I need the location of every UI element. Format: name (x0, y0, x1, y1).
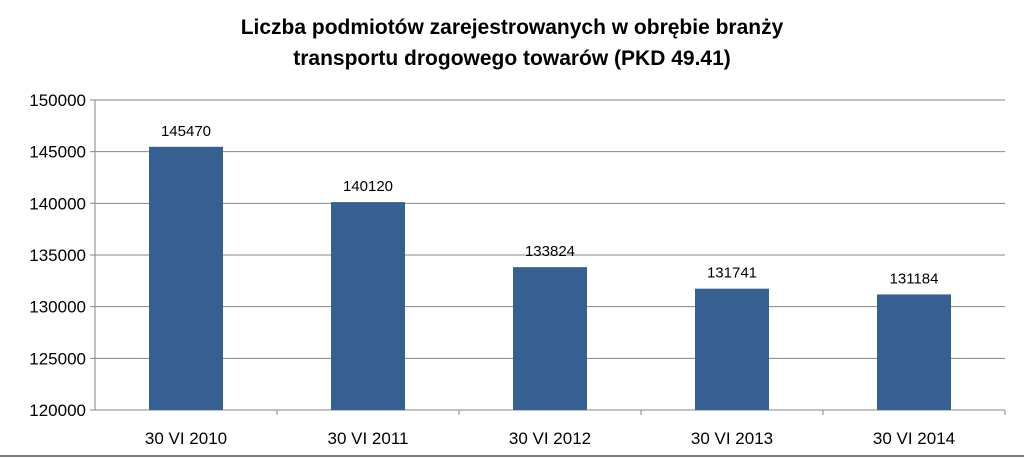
x-tick-label: 30 VI 2012 (509, 429, 591, 448)
chart-title: Liczba podmiotów zarejestrowanych w obrę… (0, 12, 1024, 74)
bar (149, 146, 223, 410)
data-label: 131741 (707, 265, 757, 282)
y-tick-label: 130000 (29, 298, 86, 317)
data-label: 133824 (525, 243, 575, 260)
data-label: 140120 (343, 178, 393, 195)
y-tick-label: 120000 (29, 401, 86, 420)
bar (877, 294, 951, 410)
data-label: 131184 (890, 270, 939, 287)
bar (513, 267, 587, 410)
y-tick-label: 140000 (29, 194, 86, 213)
chart-title-line-1: Liczba podmiotów zarejestrowanych w obrę… (240, 16, 784, 39)
bar (695, 288, 769, 410)
x-tick-label: 30 VI 2013 (691, 429, 773, 448)
frame-bottom-border (0, 455, 1024, 457)
y-tick-label: 145000 (29, 143, 86, 162)
x-tick-label: 30 VI 2010 (145, 429, 227, 448)
y-tick-label: 125000 (29, 349, 86, 368)
chart-title-line-2: transportu drogowego towarów (PKD 49.41) (293, 47, 731, 70)
bar (331, 202, 405, 410)
y-tick-label: 150000 (29, 91, 86, 110)
data-label: 145470 (161, 123, 211, 140)
x-tick-label: 30 VI 2011 (328, 429, 409, 448)
x-tick-label: 30 VI 2014 (873, 429, 955, 448)
y-tick-label: 135000 (29, 246, 86, 265)
